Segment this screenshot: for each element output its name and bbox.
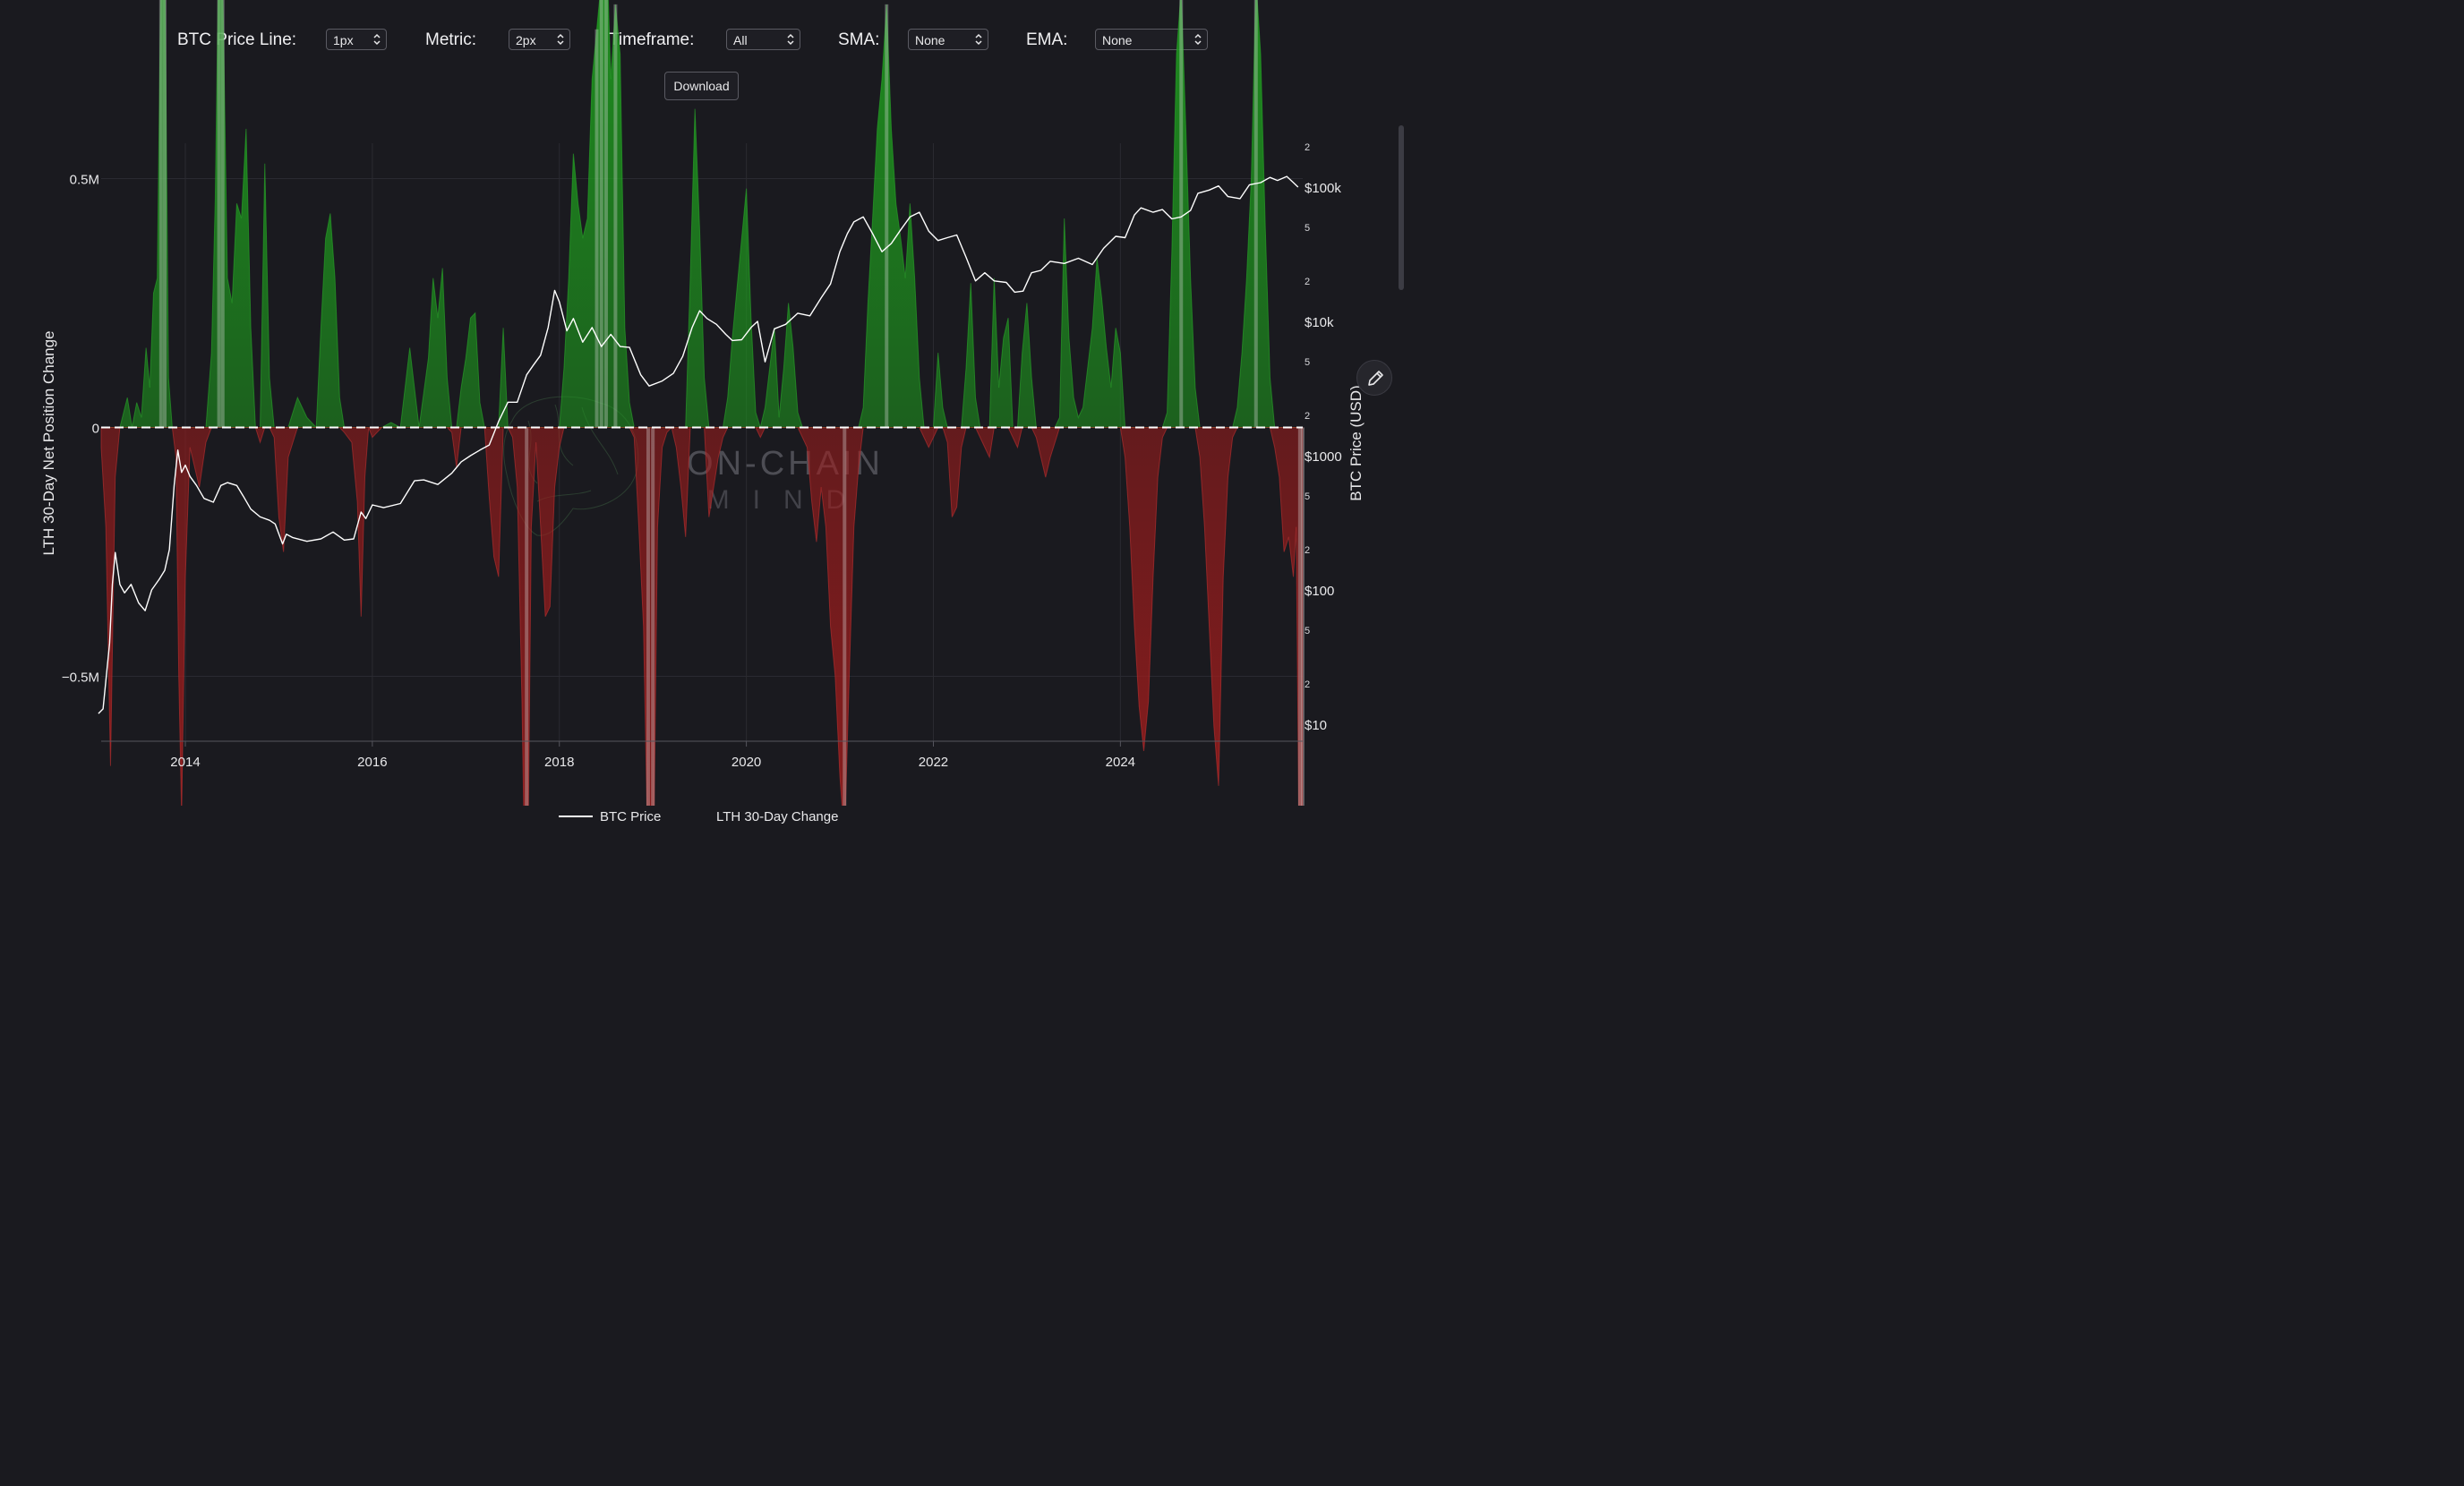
x-tick-label: 2018	[544, 755, 574, 770]
right-tick-label: $100k	[1305, 181, 1341, 196]
right-axis-title: BTC Price (USD)	[1348, 385, 1365, 500]
ema-label: EMA:	[1026, 30, 1068, 49]
right-minor-tick-label: 2	[1305, 545, 1310, 556]
chevron-up-down-icon	[787, 33, 794, 46]
axes: 2014201620182020202220241M0.5M0−0.5M−1M$…	[62, 142, 1342, 770]
metric-select[interactable]: 2px	[509, 29, 570, 50]
timeframe-select[interactable]: All	[726, 29, 800, 50]
chart-toolbar: BTC Price Line: 1px Metric: 2px Timefram…	[0, 27, 1404, 56]
right-minor-tick-label: 5	[1305, 223, 1310, 234]
metric-value: 2px	[516, 33, 536, 47]
left-tick-label: 0	[92, 422, 99, 437]
sma-value: None	[915, 33, 945, 47]
legend-label-price: BTC Price	[600, 809, 662, 824]
chevron-up-down-icon	[1194, 33, 1202, 46]
right-minor-tick-label: 5	[1305, 357, 1310, 368]
x-tick-label: 2022	[919, 755, 948, 770]
sma-select[interactable]: None	[908, 29, 988, 50]
right-minor-tick-label: 2	[1305, 277, 1310, 287]
timeframe-label: Timeframe:	[609, 30, 695, 49]
chevron-up-down-icon	[373, 33, 381, 46]
ema-select[interactable]: None	[1095, 29, 1208, 50]
x-tick-label: 2024	[1106, 755, 1135, 770]
right-tick-label: $100	[1305, 584, 1334, 599]
metric-area-layer	[100, 0, 1305, 806]
right-minor-tick-label: 5	[1305, 626, 1310, 636]
price-line-select[interactable]: 1px	[326, 29, 387, 50]
right-tick-label: $10	[1305, 718, 1327, 733]
chart-legend: BTC Price LTH 30-Day Change	[0, 809, 1404, 829]
legend-item-metric[interactable]: LTH 30-Day Change	[716, 809, 838, 824]
price-line-value: 1px	[333, 33, 354, 47]
x-tick-label: 2014	[170, 755, 200, 770]
x-tick-label: 2020	[732, 755, 761, 770]
right-tick-label: $1000	[1305, 449, 1342, 465]
metric-label: Metric:	[425, 30, 476, 49]
legend-swatch-price	[559, 816, 593, 818]
legend-item-price[interactable]: BTC Price	[559, 809, 661, 824]
left-tick-label: 0.5M	[70, 173, 99, 188]
edit-button[interactable]	[1356, 360, 1392, 396]
chevron-up-down-icon	[975, 33, 982, 46]
timeframe-value: All	[733, 33, 748, 47]
right-minor-tick-label: 2	[1305, 142, 1310, 153]
metric-area-negative	[100, 426, 1304, 806]
right-minor-tick-label: 2	[1305, 411, 1310, 422]
page-scrollbar[interactable]	[1399, 125, 1404, 290]
right-minor-tick-label: 5	[1305, 491, 1310, 502]
left-tick-label: −0.5M	[62, 670, 99, 686]
price-line-label: BTC Price Line:	[177, 30, 297, 49]
x-tick-label: 2016	[357, 755, 387, 770]
lth-chart: ON-CHAIN MIND 2014201620182020202220241M…	[40, 0, 1365, 806]
ema-value: None	[1102, 33, 1133, 47]
right-tick-label: $10k	[1305, 315, 1334, 330]
metric-area-positive	[101, 0, 1303, 430]
right-minor-tick-label: 2	[1305, 679, 1310, 690]
sma-label: SMA:	[838, 30, 880, 49]
left-axis-title: LTH 30-Day Net Position Change	[40, 330, 57, 555]
pencil-icon	[1368, 371, 1383, 386]
btc-price-line	[98, 175, 1299, 714]
chevron-up-down-icon	[557, 33, 564, 46]
legend-label-metric: LTH 30-Day Change	[716, 809, 839, 824]
price-line-layer	[98, 175, 1299, 714]
download-button[interactable]: Download	[664, 72, 739, 100]
